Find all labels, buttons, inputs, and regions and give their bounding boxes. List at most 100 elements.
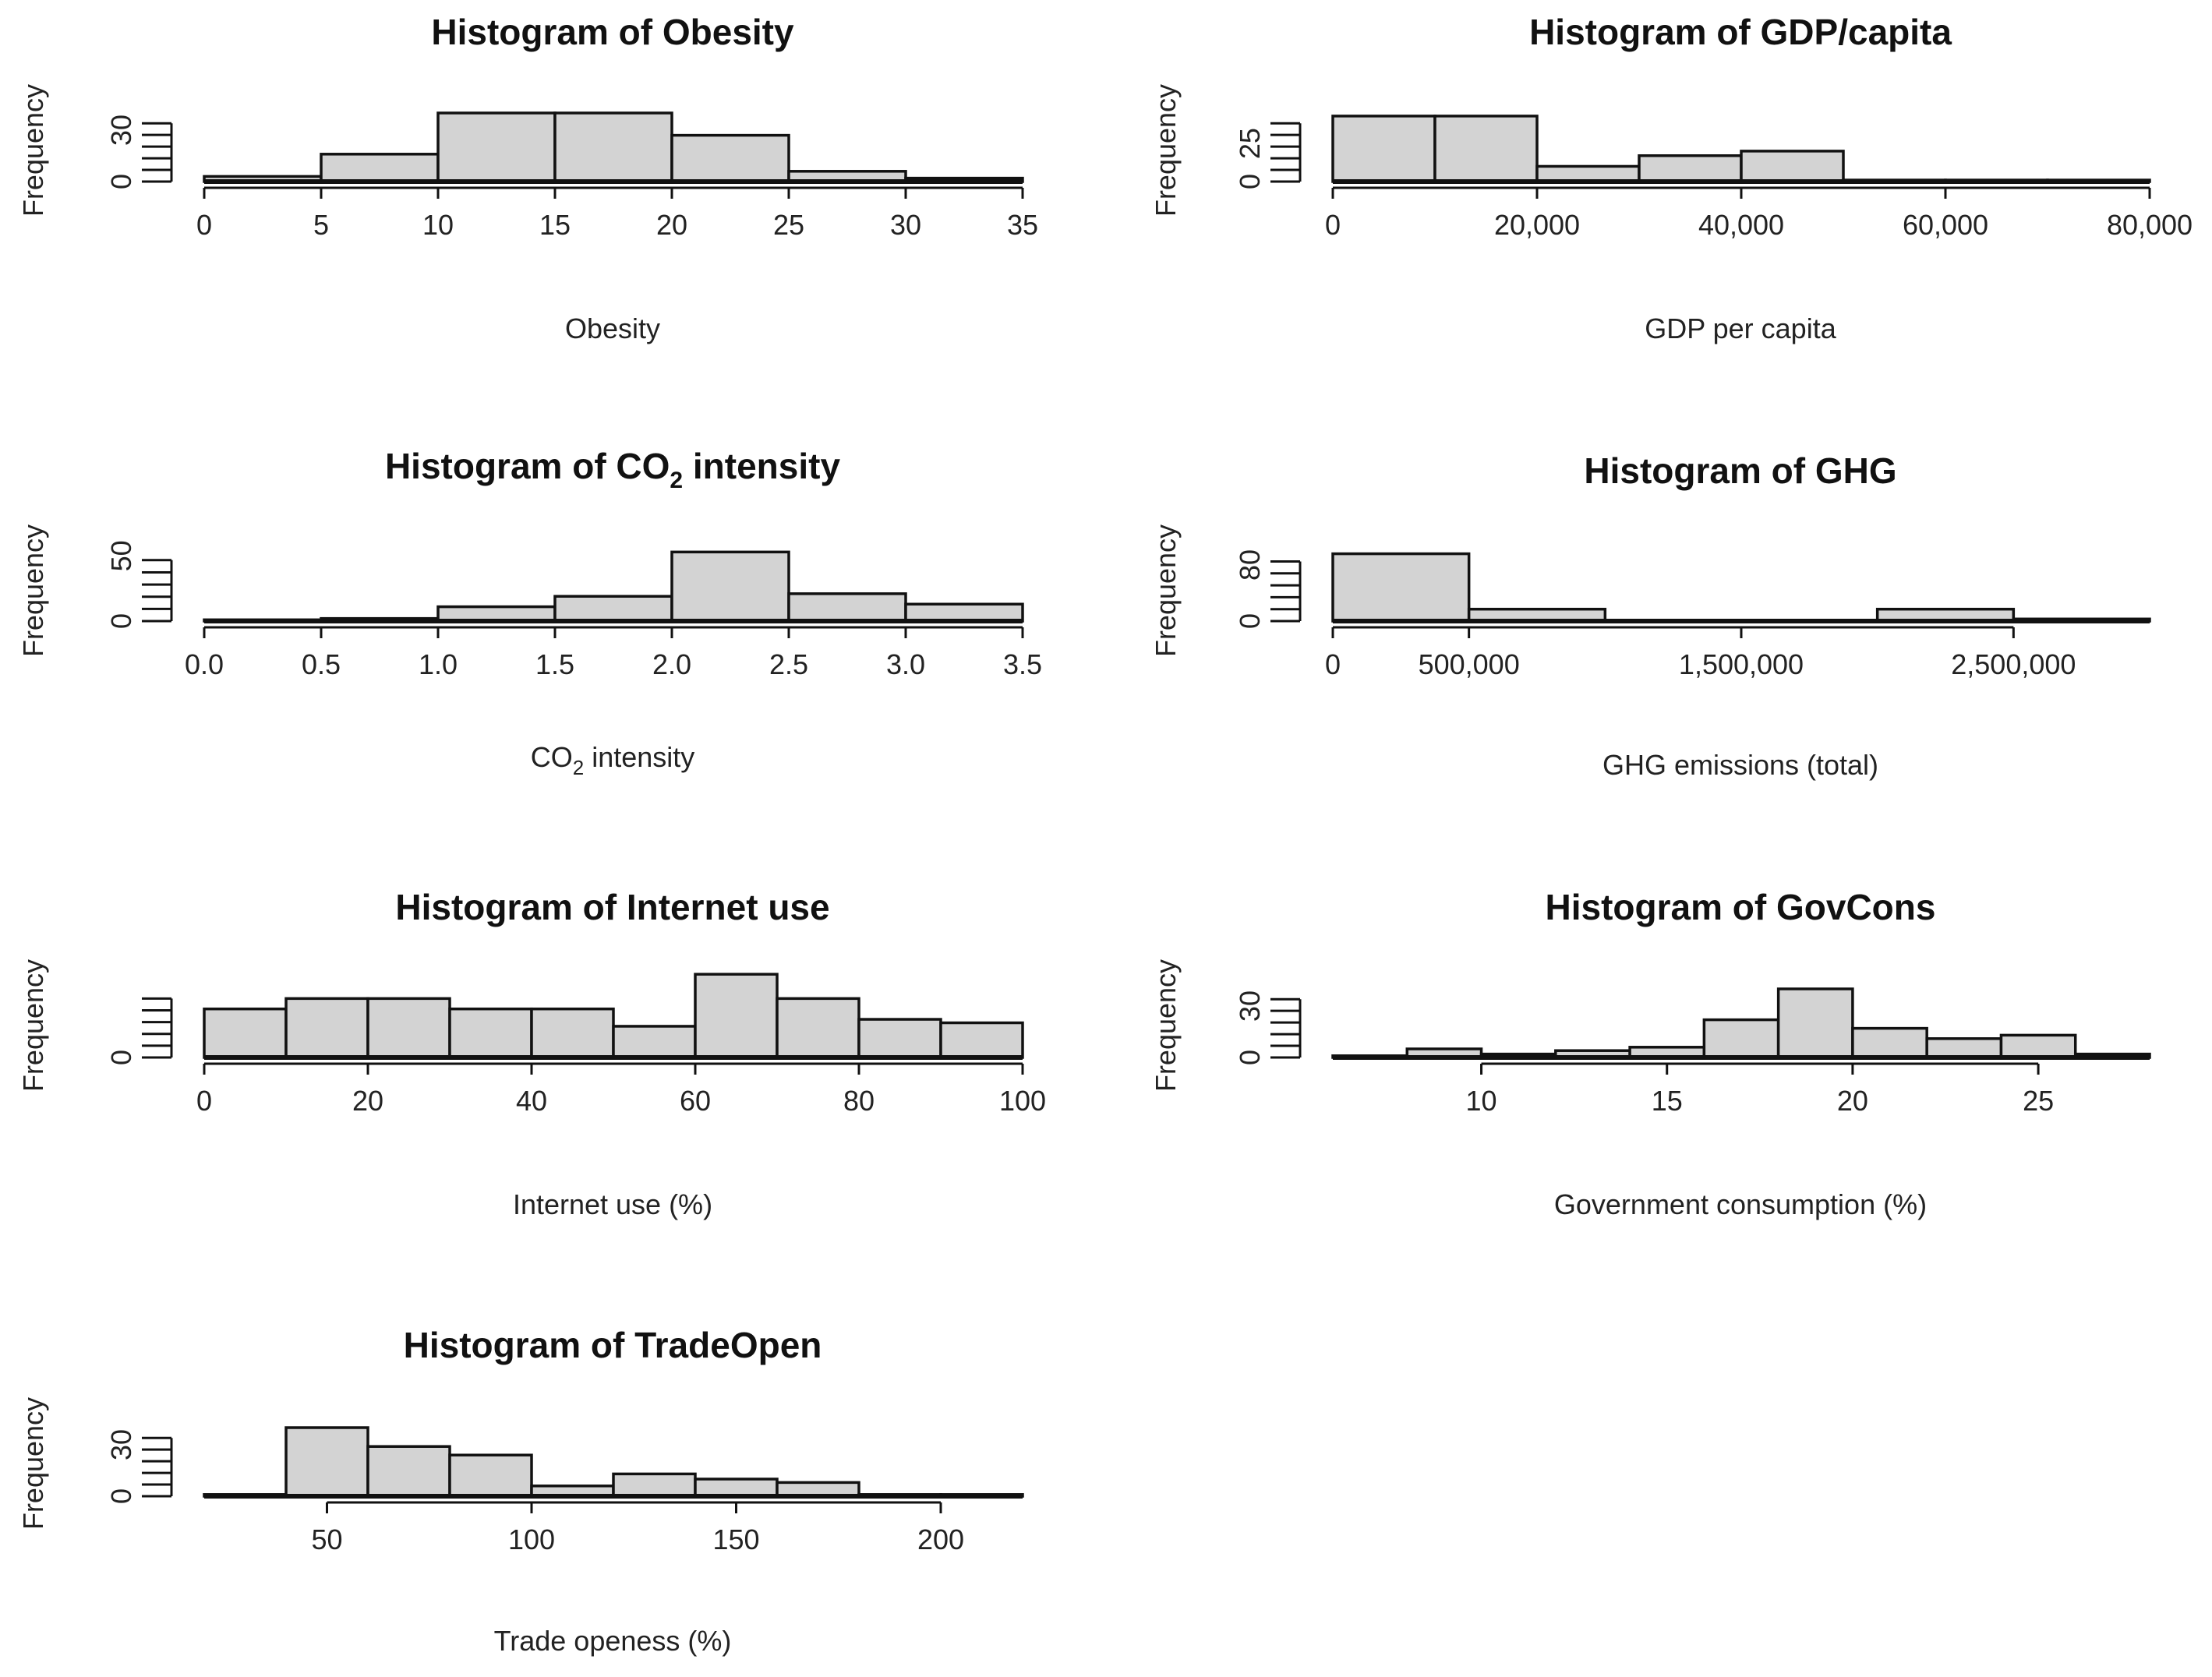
- panel-internet-use: Histogram of Internet use Frequency Inte…: [17, 887, 1046, 1220]
- x-tick-label: 100: [999, 1085, 1046, 1117]
- chart-title-tail: intensity: [683, 446, 840, 486]
- panel-ghg: Histogram of GHG Frequency GHG emissions…: [1150, 450, 2151, 781]
- x-tick-label: 25: [2023, 1085, 2054, 1117]
- histogram-bar: [776, 997, 860, 1059]
- histogram-bar: [448, 1453, 533, 1498]
- panel-obesity: Histogram of Obesity Frequency Obesity 0…: [17, 12, 1038, 344]
- histogram-bar: [1740, 150, 1845, 183]
- x-tick-label: 80: [843, 1085, 875, 1117]
- histogram-bar: [1925, 1037, 2003, 1059]
- chart-title: Histogram of Obesity: [431, 12, 794, 52]
- x-tick-label: 1.5: [535, 648, 574, 680]
- histogram-bar: [366, 1445, 451, 1498]
- plot-area-gdp-per-capita: 0 20,000 40,000 60,000 80,000 0 25: [1234, 115, 2193, 241]
- x-tick-label: 40,000: [1698, 209, 1784, 241]
- y-tick-label: 0: [1234, 174, 1266, 189]
- histogram-bar: [670, 550, 790, 623]
- x-tick-label: 5: [313, 209, 329, 241]
- x-tick-label: 1.0: [419, 648, 458, 680]
- histogram-bar: [284, 997, 369, 1059]
- chart-title-subscript: 2: [670, 468, 683, 493]
- histogram-bar: [904, 602, 1024, 623]
- x-tick-label: 80,000: [2107, 209, 2193, 241]
- plot-area-obesity: 0 5 10 15 20 25 30 35 0 30: [105, 111, 1038, 241]
- chart-title: Histogram of Internet use: [395, 887, 829, 927]
- panel-co2-intensity: Histogram of CO2 intensity Frequency CO2…: [17, 446, 1042, 779]
- panel-govcons: Histogram of GovCons Frequency Governmen…: [1150, 887, 2151, 1220]
- histogram-bar: [448, 1007, 533, 1059]
- x-tick-label: 3.5: [1003, 648, 1042, 680]
- y-tick-label: 30: [1234, 990, 1266, 1022]
- y-tick-label: 0: [105, 174, 137, 189]
- histogram-bar: [530, 1007, 615, 1059]
- y-tick-label: 0: [105, 613, 137, 629]
- histogram-bar: [787, 592, 907, 623]
- x-tick-label: 100: [508, 1523, 555, 1555]
- chart-title: Histogram of GHG: [1584, 450, 1896, 491]
- histogram-bar: [612, 1472, 697, 1498]
- histogram-bar: [553, 595, 673, 623]
- x-tick-label: 40: [516, 1085, 547, 1117]
- y-axis-label: Frequency: [17, 1397, 49, 1530]
- x-tick-label: 30: [890, 209, 921, 241]
- histogram-bar: [670, 133, 790, 183]
- histogram-bar: [1776, 987, 1854, 1059]
- y-tick-label: 30: [105, 1429, 137, 1460]
- histogram-bar: [857, 1018, 942, 1059]
- histogram-bar: [694, 1478, 779, 1498]
- x-tick-label: 15: [539, 209, 571, 241]
- x-tick-label: 0.0: [185, 648, 224, 680]
- y-axis-label: Frequency: [17, 959, 49, 1092]
- histogram-bar: [1331, 552, 1471, 623]
- x-tick-label: 0.5: [302, 648, 341, 680]
- x-tick-label: 20,000: [1494, 209, 1580, 241]
- x-tick-label: 20: [1837, 1085, 1868, 1117]
- y-tick-label: 0: [105, 1488, 137, 1504]
- x-tick-label: 0: [1325, 648, 1341, 680]
- histogram-bar: [436, 111, 557, 183]
- y-tick-label: 0: [1234, 613, 1266, 629]
- chart-title: Histogram of CO2 intensity: [385, 446, 840, 493]
- x-tick-label: 60,000: [1903, 209, 1988, 241]
- x-axis-label: Obesity: [565, 312, 660, 344]
- chart-title: Histogram of GDP/capita: [1529, 12, 1952, 52]
- x-tick-label: 15: [1652, 1085, 1683, 1117]
- panel-tradeopen: Histogram of TradeOpen Frequency Trade o…: [17, 1325, 1024, 1657]
- y-tick-label: 25: [1234, 128, 1266, 159]
- x-tick-label: 35: [1007, 209, 1038, 241]
- x-tick-label: 0: [196, 209, 212, 241]
- x-axis-label: CO2 intensity: [531, 741, 695, 779]
- histogram-bar: [694, 973, 779, 1059]
- histogram-bar: [320, 153, 440, 183]
- x-axis-label: Trade openess (%): [494, 1625, 732, 1657]
- y-tick-label: 0: [105, 1050, 137, 1065]
- x-axis-label: GDP per capita: [1645, 312, 1836, 344]
- x-tick-label: 0: [1325, 209, 1341, 241]
- x-tick-label: 20: [656, 209, 687, 241]
- x-axis-label-tail: intensity: [584, 741, 694, 773]
- chart-title-main: Histogram of CO: [385, 446, 670, 486]
- y-tick-label: 0: [1234, 1050, 1266, 1065]
- plot-area-internet-use: 0 20 40 60 80 100 0: [105, 973, 1046, 1117]
- histogram-bar: [284, 1426, 369, 1498]
- chart-title: Histogram of TradeOpen: [404, 1325, 822, 1365]
- y-axis-label: Frequency: [17, 524, 49, 657]
- x-axis-label: Government consumption (%): [1554, 1188, 1927, 1220]
- histogram-bar: [1702, 1018, 1780, 1059]
- x-tick-label: 200: [917, 1523, 964, 1555]
- x-axis-label: Internet use (%): [513, 1188, 712, 1220]
- y-tick-label: 30: [105, 115, 137, 146]
- x-tick-label: 25: [773, 209, 804, 241]
- x-tick-label: 2,500,000: [1951, 648, 2076, 680]
- plot-area-tradeopen: 50 100 150 200 0 30: [105, 1426, 1024, 1555]
- y-axis-label: Frequency: [17, 84, 49, 217]
- x-tick-label: 0: [196, 1085, 212, 1117]
- histogram-bar: [612, 1025, 697, 1059]
- y-tick-label: 80: [1234, 549, 1266, 581]
- chart-title: Histogram of GovCons: [1546, 887, 1936, 927]
- histogram-bar: [939, 1021, 1024, 1059]
- x-tick-label: 3.0: [886, 648, 925, 680]
- histogram-bar: [366, 997, 451, 1059]
- histogram-bar: [1638, 154, 1743, 183]
